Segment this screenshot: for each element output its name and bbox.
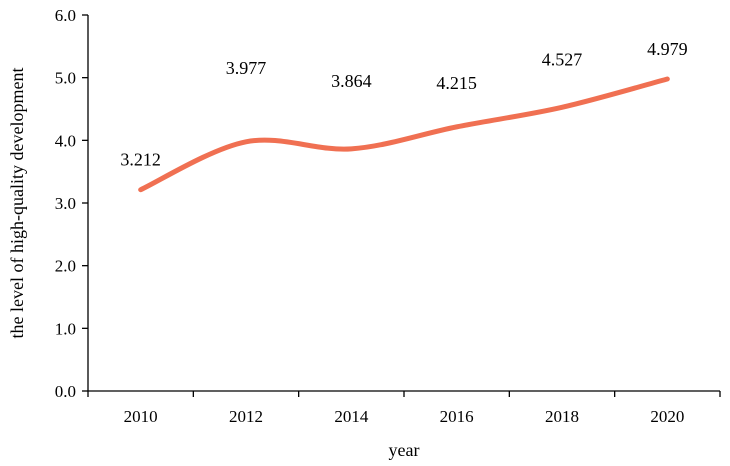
y-tick-label: 5.0 <box>55 69 76 88</box>
series <box>138 76 670 193</box>
data-label: 3.212 <box>120 150 161 170</box>
x-tick-label: 2020 <box>650 407 684 426</box>
x-tick-label: 2016 <box>440 407 474 426</box>
data-label: 4.215 <box>436 73 477 93</box>
y-tick-label: 2.0 <box>55 257 76 276</box>
x-tick-label: 2012 <box>229 407 263 426</box>
y-axis-title: the level of high-quality development <box>7 68 27 339</box>
x-tick-label: 2010 <box>124 407 158 426</box>
y-tick-label: 6.0 <box>55 6 76 25</box>
data-label: 3.864 <box>331 71 372 91</box>
y-tick-label: 4.0 <box>55 131 76 150</box>
data-label: 3.977 <box>226 58 267 78</box>
x-axis-title: year <box>389 440 420 460</box>
y-tick-label: 1.0 <box>55 319 76 338</box>
data-labels: 3.212 3.977 3.864 4.215 4.527 4.979 <box>120 39 687 170</box>
axes <box>87 15 720 392</box>
data-label: 4.979 <box>647 39 688 59</box>
data-label: 4.527 <box>542 49 583 69</box>
series-line <box>138 76 670 193</box>
x-tick-label: 2014 <box>334 407 369 426</box>
x-ticks: 2010 2012 2014 2016 2018 2020 <box>87 391 721 426</box>
y-tick-label: 3.0 <box>55 194 76 213</box>
y-tick-label: 0.0 <box>55 382 76 401</box>
y-ticks: 0.0 1.0 2.0 3.0 4.0 5.0 6.0 <box>55 6 88 401</box>
x-tick-label: 2018 <box>545 407 579 426</box>
